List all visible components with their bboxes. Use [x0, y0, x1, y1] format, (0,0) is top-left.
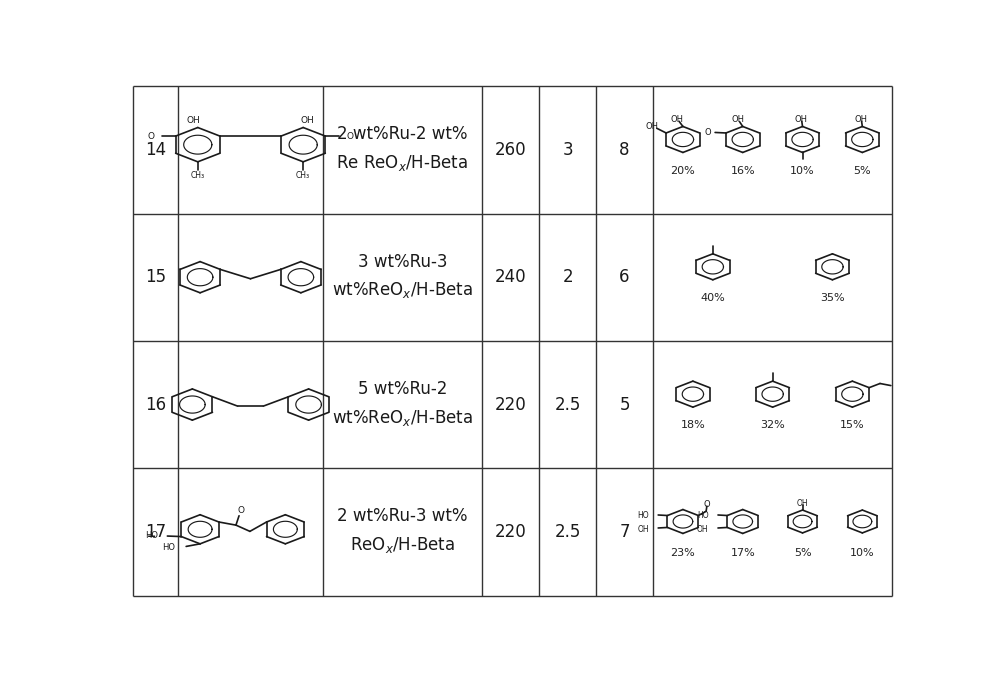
Text: wt%ReO$_x$/H-Beta: wt%ReO$_x$/H-Beta [332, 280, 473, 300]
Text: 3 wt%Ru-3: 3 wt%Ru-3 [358, 252, 447, 271]
Text: O: O [704, 500, 710, 508]
Text: 32%: 32% [760, 421, 785, 431]
Text: OH: OH [854, 115, 867, 124]
Text: OH: OH [646, 122, 659, 131]
Text: 2: 2 [562, 268, 573, 286]
Text: 10%: 10% [790, 165, 815, 176]
Text: 5%: 5% [854, 165, 871, 176]
Text: 14: 14 [145, 141, 166, 159]
Text: OH: OH [301, 116, 315, 126]
Text: O: O [147, 132, 154, 140]
Text: 240: 240 [495, 268, 526, 286]
Text: 40%: 40% [700, 293, 725, 303]
Text: 15%: 15% [840, 421, 865, 431]
Text: 17%: 17% [730, 547, 755, 558]
Text: O: O [238, 506, 245, 515]
Text: 2 wt%Ru-2 wt%: 2 wt%Ru-2 wt% [337, 126, 468, 143]
Text: 10%: 10% [850, 547, 875, 558]
Text: 16: 16 [145, 396, 166, 414]
Text: OH: OH [697, 524, 709, 533]
Text: OH: OH [186, 116, 200, 126]
Text: OH: OH [637, 524, 649, 533]
Text: 2.5: 2.5 [554, 396, 581, 414]
Text: 220: 220 [495, 396, 526, 414]
Text: 7: 7 [619, 523, 630, 541]
Text: 15: 15 [145, 268, 166, 286]
Text: HO: HO [145, 531, 158, 540]
Text: 17: 17 [145, 523, 166, 541]
Text: 35%: 35% [820, 293, 845, 303]
Text: wt%ReO$_x$/H-Beta: wt%ReO$_x$/H-Beta [332, 408, 473, 427]
Text: HO: HO [162, 543, 175, 553]
Text: HO: HO [637, 511, 649, 520]
Text: 8: 8 [619, 141, 630, 159]
Text: CH₃: CH₃ [191, 171, 205, 180]
Text: HO: HO [697, 511, 709, 520]
Text: CH₃: CH₃ [296, 171, 310, 180]
Text: O: O [704, 128, 711, 137]
Text: 3: 3 [562, 141, 573, 159]
Text: 16%: 16% [730, 165, 755, 176]
Text: 220: 220 [495, 523, 526, 541]
Text: ReO$_x$/H-Beta: ReO$_x$/H-Beta [350, 535, 455, 555]
Text: Re ReO$_x$/H-Beta: Re ReO$_x$/H-Beta [336, 153, 468, 173]
Text: 6: 6 [619, 268, 630, 286]
Text: 260: 260 [495, 141, 526, 159]
Text: 23%: 23% [671, 547, 695, 558]
Text: 2.5: 2.5 [554, 523, 581, 541]
Text: OH: OH [670, 115, 683, 124]
Text: 18%: 18% [681, 421, 705, 431]
Text: O: O [347, 132, 354, 140]
Text: OH: OH [797, 499, 808, 508]
Text: OH: OH [794, 115, 807, 124]
Text: 5 wt%Ru-2: 5 wt%Ru-2 [358, 380, 447, 398]
Text: 20%: 20% [671, 165, 695, 176]
Text: 2 wt%Ru-3 wt%: 2 wt%Ru-3 wt% [337, 508, 468, 525]
Text: 5%: 5% [794, 547, 811, 558]
Text: 5: 5 [619, 396, 630, 414]
Text: OH: OH [732, 115, 745, 124]
